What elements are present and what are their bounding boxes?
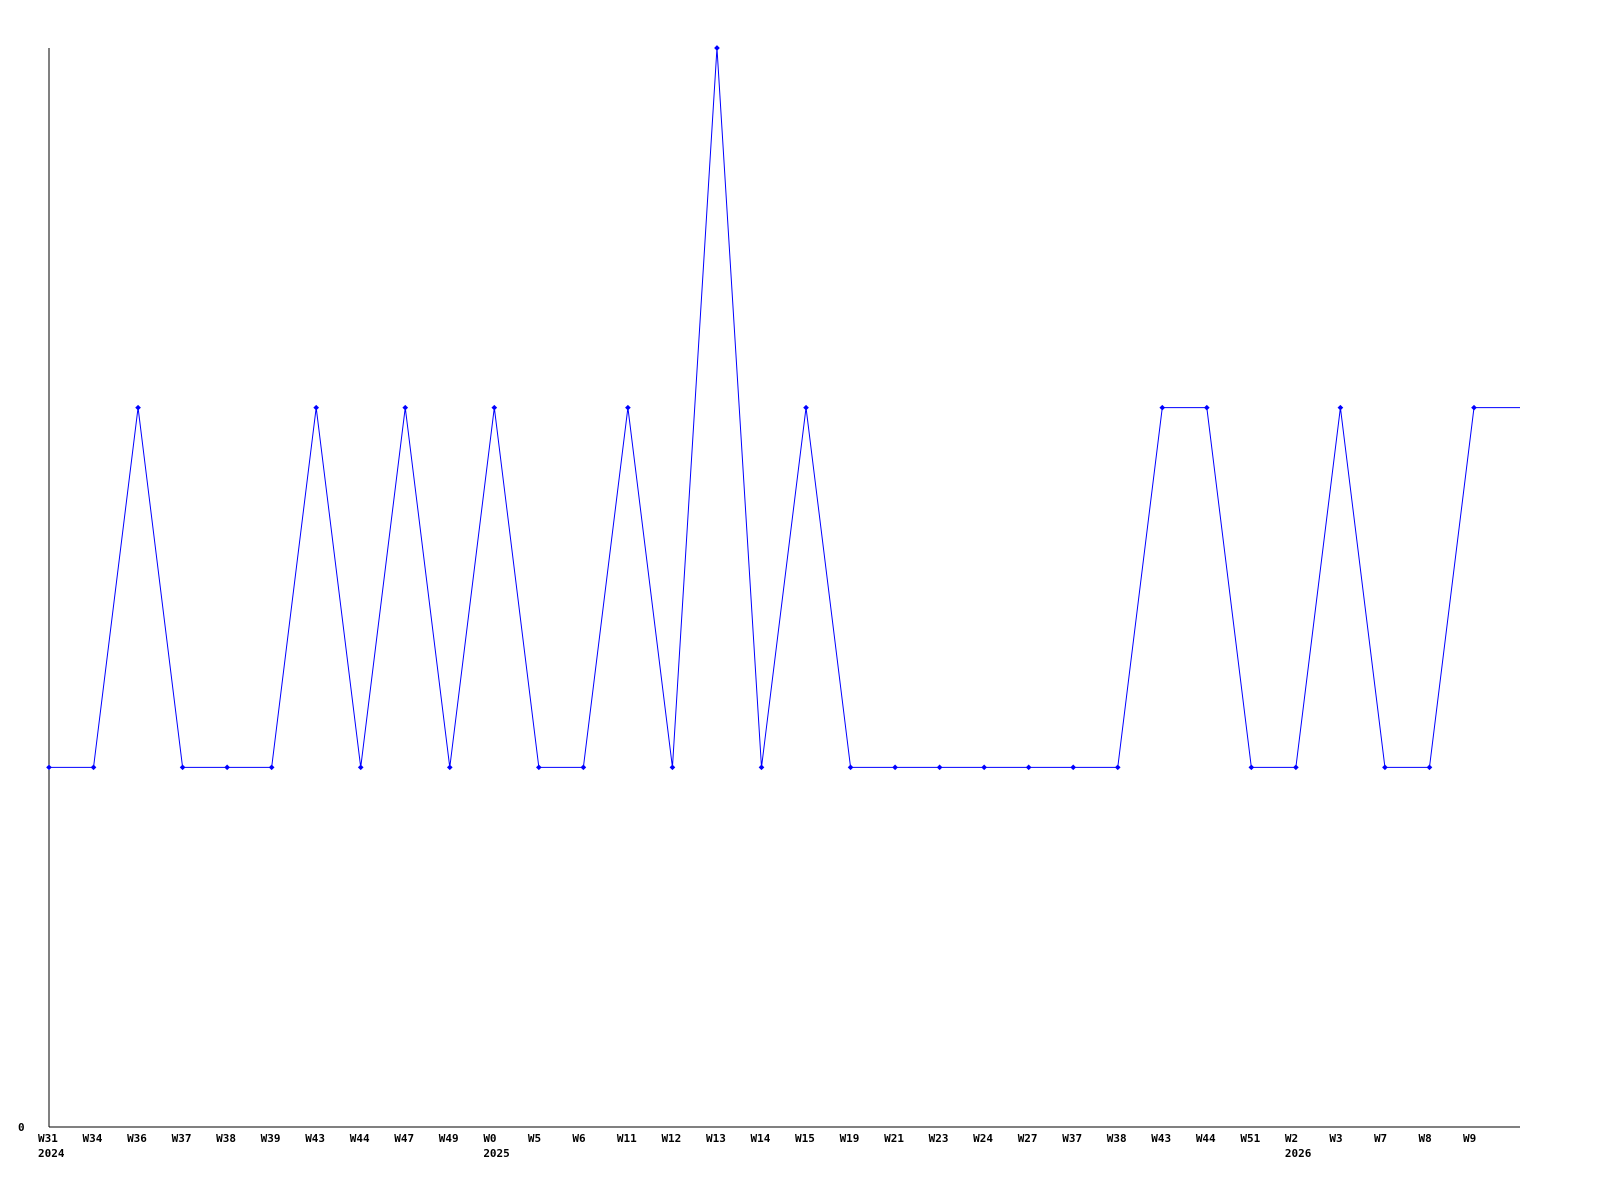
x-tick-label: W6 <box>572 1132 586 1145</box>
data-point <box>179 764 186 771</box>
x-tick-label: W44 <box>1196 1132 1216 1145</box>
data-point <box>892 764 898 771</box>
x-tick-label: W24 <box>973 1132 993 1145</box>
y-tick-label: 0 <box>18 1121 25 1134</box>
x-tick-label: W27 <box>1018 1132 1038 1145</box>
series-line <box>49 47 1520 768</box>
data-point <box>1070 764 1077 771</box>
data-point <box>224 764 230 771</box>
x-tick-label: W37 <box>172 1132 192 1145</box>
x-tick-label: W39 <box>261 1132 281 1145</box>
series-marks <box>46 45 1520 771</box>
data-point <box>758 764 765 771</box>
data-point <box>936 764 943 771</box>
data-point <box>1114 764 1121 771</box>
year-label: 2024 <box>38 1147 65 1160</box>
data-point <box>625 404 631 411</box>
data-point <box>1293 764 1299 771</box>
data-point <box>803 404 809 411</box>
data-point <box>1382 764 1388 771</box>
axes <box>48 48 1520 1128</box>
x-tick-label: W9 <box>1463 1132 1476 1145</box>
data-point <box>446 764 453 771</box>
x-tick-label: W23 <box>929 1132 949 1145</box>
data-point <box>1426 764 1433 771</box>
data-point <box>1159 404 1166 411</box>
x-tick-label: W37 <box>1062 1132 1082 1145</box>
data-point <box>981 764 987 771</box>
data-point <box>268 764 275 771</box>
x-tick-label: W51 <box>1240 1132 1260 1145</box>
x-tick-label: W12 <box>661 1132 681 1145</box>
x-tick-label: W15 <box>795 1132 815 1145</box>
x-tick-label: W8 <box>1418 1132 1431 1145</box>
x-tick-label: W31 <box>38 1132 58 1145</box>
x-tick-label: W11 <box>617 1132 637 1145</box>
x-tick-label: W3 <box>1329 1132 1342 1145</box>
data-point <box>1337 404 1344 411</box>
data-point <box>1471 404 1477 411</box>
x-tick-label: W13 <box>706 1132 726 1145</box>
x-tick-label: W44 <box>350 1132 370 1145</box>
data-point <box>536 764 542 771</box>
data-point <box>313 404 320 411</box>
data-point <box>580 764 587 771</box>
data-point <box>1203 404 1210 411</box>
year-label: 2025 <box>483 1147 510 1160</box>
year-label: 2026 <box>1285 1147 1312 1160</box>
data-point <box>135 404 141 411</box>
data-point <box>714 45 720 51</box>
x-tick-label: W49 <box>439 1132 459 1145</box>
data-point <box>90 764 97 771</box>
x-tick-label: W19 <box>840 1132 860 1145</box>
data-point <box>669 764 676 771</box>
x-tick-label: W0 <box>483 1132 496 1145</box>
x-tick-label: W36 <box>127 1132 147 1145</box>
data-point <box>1025 764 1032 771</box>
data-point <box>491 404 498 411</box>
x-tick-label: W43 <box>305 1132 325 1145</box>
x-tick-label: W5 <box>528 1132 541 1145</box>
data-point <box>847 764 854 771</box>
x-tick-label: W7 <box>1374 1132 1387 1145</box>
x-tick-label: W2 <box>1285 1132 1298 1145</box>
x-tick-label: W21 <box>884 1132 904 1145</box>
x-tick-label: W47 <box>394 1132 414 1145</box>
data-point <box>1248 764 1255 771</box>
x-tick-label: W43 <box>1151 1132 1171 1145</box>
x-tick-label: W14 <box>751 1132 771 1145</box>
x-tick-label: W38 <box>1107 1132 1127 1145</box>
x-tick-label: W38 <box>216 1132 236 1145</box>
x-tick-label: W34 <box>83 1132 103 1145</box>
data-point <box>402 404 409 411</box>
tick-labels: 0 W31 W34 W36 W37 W38 W39 W43 W44 W47 W49 W0 W5 W6 W11… <box>18 1121 1476 1160</box>
data-point <box>357 764 364 771</box>
data-point <box>46 764 52 771</box>
